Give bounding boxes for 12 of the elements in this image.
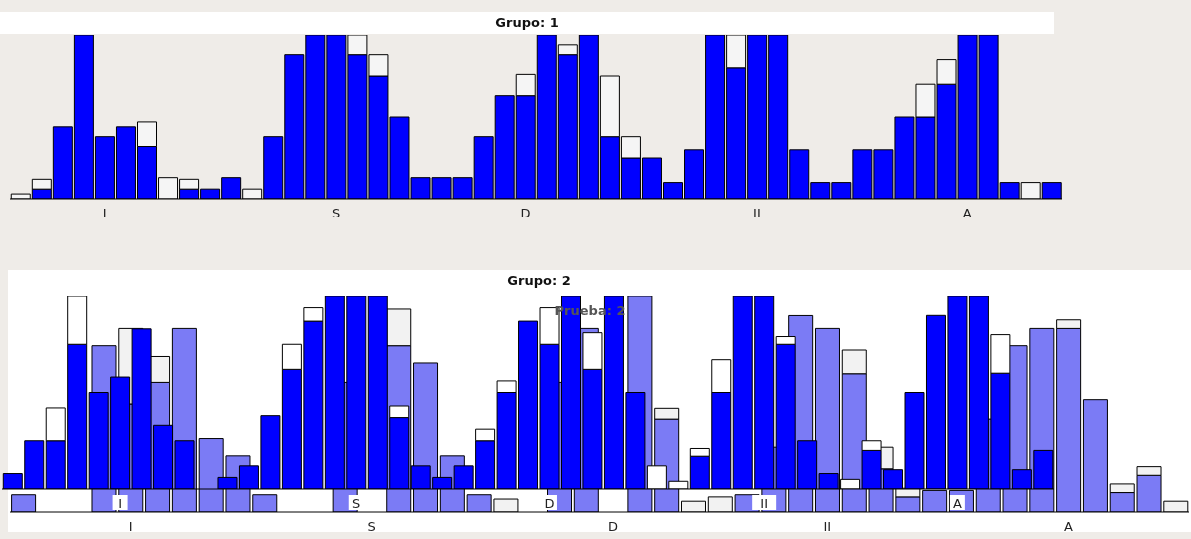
x-tick-label: II [760,496,768,511]
x-tick-label: D [607,519,618,534]
x-tick-label: S [367,519,376,534]
x-tick-label: II [823,519,832,534]
x-tick-label: A [1063,519,1073,534]
x-tick-label: A [952,496,962,511]
chart-title: Grupo: 2 [8,270,1070,292]
x-tick-label: S [352,496,361,511]
x-tick-label: I [118,496,122,511]
x-tick-label: D [544,496,555,511]
x-tick-label: I [128,519,133,534]
chart-title: Grupo: 1 [0,12,1054,34]
